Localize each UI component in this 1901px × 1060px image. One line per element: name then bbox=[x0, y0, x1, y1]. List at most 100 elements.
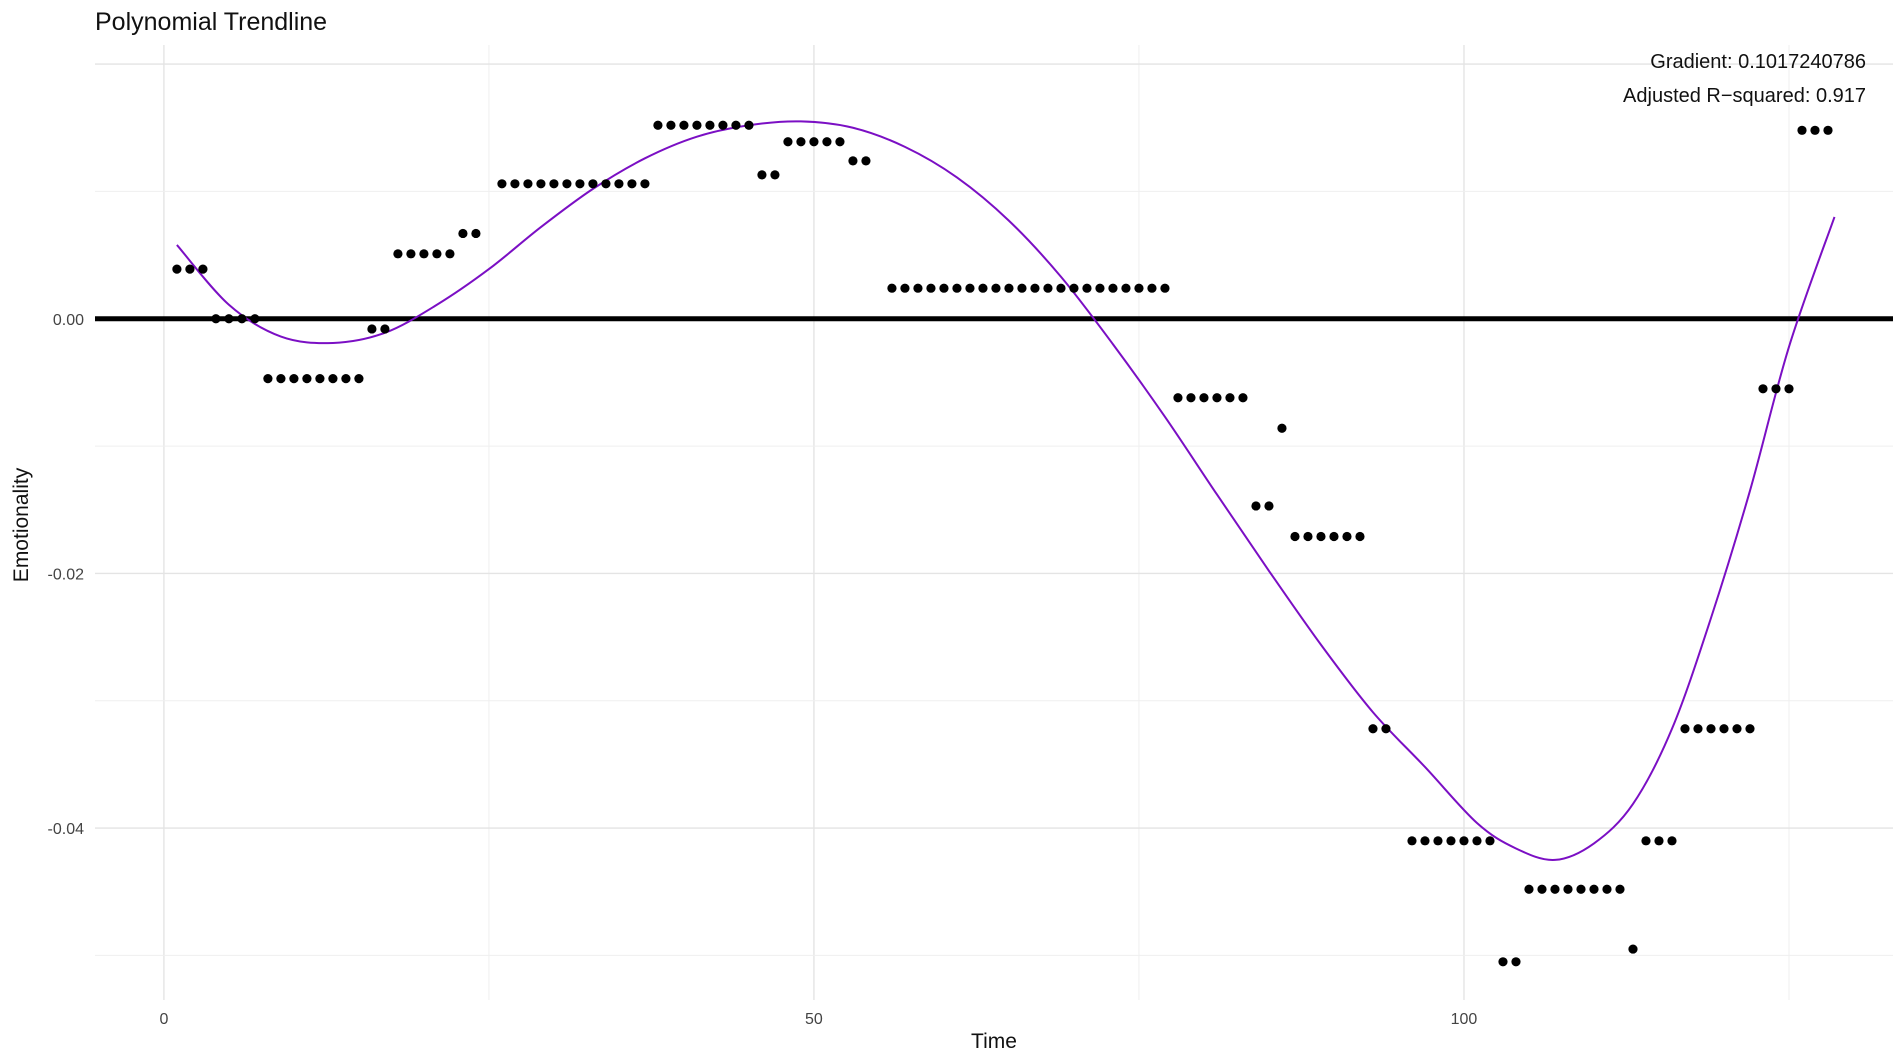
data-point bbox=[1004, 283, 1014, 293]
x-tick-label: 50 bbox=[805, 1011, 823, 1028]
data-point bbox=[497, 179, 507, 189]
data-point bbox=[250, 314, 260, 324]
trendline-group bbox=[176, 120, 1836, 861]
data-point bbox=[1329, 531, 1339, 542]
data-point bbox=[549, 179, 559, 189]
data-point bbox=[1446, 836, 1456, 846]
data-point bbox=[354, 374, 364, 384]
data-point bbox=[1147, 283, 1157, 293]
data-point bbox=[835, 137, 845, 147]
grid-lines bbox=[95, 45, 1893, 1000]
data-point bbox=[341, 374, 351, 384]
data-point bbox=[601, 179, 611, 189]
data-point bbox=[770, 170, 780, 180]
data-point bbox=[315, 374, 325, 384]
x-tick-label: 0 bbox=[159, 1011, 168, 1028]
data-point bbox=[1459, 836, 1469, 846]
data-point bbox=[523, 179, 533, 189]
y-tick-label: -0.02 bbox=[48, 566, 85, 583]
data-point bbox=[1134, 283, 1144, 293]
data-point bbox=[1732, 724, 1742, 734]
data-point bbox=[1420, 836, 1430, 846]
data-point bbox=[1680, 724, 1690, 734]
data-point bbox=[1433, 836, 1443, 846]
data-point bbox=[1550, 884, 1560, 894]
data-point bbox=[1290, 531, 1300, 542]
data-point bbox=[510, 179, 520, 189]
data-point bbox=[848, 156, 858, 166]
data-point bbox=[432, 249, 442, 259]
data-point bbox=[1524, 884, 1534, 894]
data-point bbox=[705, 120, 715, 130]
data-point bbox=[991, 283, 1001, 293]
data-point bbox=[796, 137, 806, 147]
data-point bbox=[822, 137, 832, 147]
data-point bbox=[185, 264, 195, 274]
data-point bbox=[1771, 384, 1781, 394]
data-point bbox=[172, 264, 182, 274]
tick-labels: 0 50 100 0.00 -0.02 -0.04 bbox=[48, 312, 1478, 1028]
data-point bbox=[1563, 884, 1573, 894]
data-point bbox=[939, 283, 949, 293]
data-point bbox=[1121, 283, 1131, 293]
x-tick-label: 100 bbox=[1451, 1011, 1478, 1028]
data-point bbox=[1797, 125, 1807, 135]
data-point bbox=[757, 170, 767, 180]
data-point bbox=[627, 179, 637, 189]
data-point bbox=[1056, 283, 1066, 293]
data-point bbox=[614, 179, 624, 189]
data-point bbox=[926, 283, 936, 293]
data-point bbox=[653, 120, 663, 130]
data-point bbox=[1355, 531, 1365, 542]
data-point bbox=[1758, 384, 1768, 394]
data-point bbox=[1069, 283, 1079, 293]
data-point bbox=[1381, 724, 1391, 734]
data-point bbox=[978, 283, 988, 293]
data-point bbox=[1225, 393, 1235, 403]
data-point bbox=[809, 137, 819, 147]
data-point bbox=[1823, 125, 1833, 135]
chart-title: Polynomial Trendline bbox=[95, 8, 327, 36]
data-point bbox=[1576, 884, 1586, 894]
data-point bbox=[1251, 501, 1261, 511]
gradient-annotation: Gradient: 0.1017240786 bbox=[1650, 51, 1866, 73]
data-point bbox=[1277, 423, 1287, 433]
data-point bbox=[666, 120, 676, 130]
data-point bbox=[562, 179, 572, 189]
data-point bbox=[1212, 393, 1222, 403]
data-point bbox=[276, 374, 286, 384]
data-point bbox=[1095, 283, 1105, 293]
data-point bbox=[1667, 836, 1677, 846]
data-point bbox=[1316, 531, 1326, 542]
data-point bbox=[913, 283, 923, 293]
data-point bbox=[1589, 884, 1599, 894]
y-tick-label: 0.00 bbox=[53, 312, 84, 329]
data-point bbox=[588, 179, 598, 189]
data-point bbox=[1186, 393, 1196, 403]
data-point bbox=[302, 374, 312, 384]
data-point bbox=[692, 120, 702, 130]
data-point bbox=[1498, 957, 1508, 967]
data-point bbox=[1342, 531, 1352, 542]
data-point bbox=[1368, 724, 1378, 734]
data-point bbox=[1810, 125, 1820, 135]
data-point bbox=[1407, 836, 1417, 846]
data-point bbox=[900, 283, 910, 293]
data-point bbox=[1238, 393, 1248, 403]
data-point bbox=[471, 228, 481, 239]
data-point bbox=[1511, 957, 1521, 967]
data-point bbox=[1199, 393, 1209, 403]
data-point bbox=[1602, 884, 1612, 894]
data-point bbox=[679, 120, 689, 130]
data-point bbox=[393, 249, 403, 259]
data-point bbox=[744, 120, 754, 130]
data-point bbox=[861, 156, 871, 166]
y-tick-label: -0.04 bbox=[48, 821, 85, 838]
r-squared-annotation: Adjusted R−squared: 0.917 bbox=[1623, 85, 1866, 107]
data-point bbox=[640, 179, 650, 189]
data-point bbox=[380, 324, 390, 334]
data-point bbox=[1628, 944, 1638, 954]
data-point bbox=[1706, 724, 1716, 734]
data-point bbox=[1537, 884, 1547, 894]
data-point bbox=[1173, 393, 1183, 403]
